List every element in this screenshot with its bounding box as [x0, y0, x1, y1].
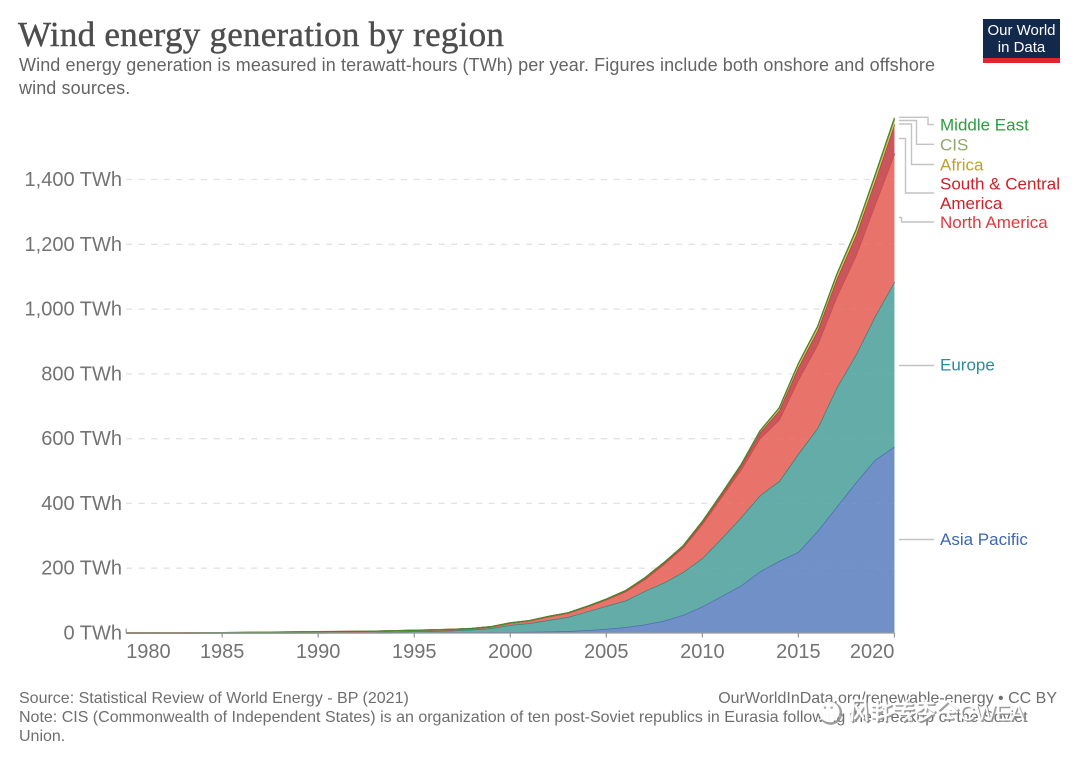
- svg-text:South & Central: South & Central: [940, 175, 1060, 194]
- svg-text:600 TWh: 600 TWh: [41, 428, 122, 450]
- svg-text:2010: 2010: [680, 641, 725, 663]
- svg-text:1985: 1985: [200, 641, 245, 663]
- svg-text:Europe: Europe: [940, 356, 995, 375]
- svg-text:200 TWh: 200 TWh: [41, 558, 122, 580]
- svg-text:1,000 TWh: 1,000 TWh: [25, 299, 122, 321]
- svg-text:North America: North America: [940, 213, 1048, 232]
- svg-text:0 TWh: 0 TWh: [63, 623, 122, 645]
- svg-text:Middle East: Middle East: [940, 116, 1029, 135]
- svg-text:Asia Pacific: Asia Pacific: [940, 530, 1028, 549]
- svg-text:America: America: [940, 194, 1003, 213]
- svg-text:2020: 2020: [850, 641, 895, 663]
- svg-text:1995: 1995: [392, 641, 437, 663]
- svg-text:2015: 2015: [776, 641, 821, 663]
- svg-text:1,400 TWh: 1,400 TWh: [25, 169, 122, 191]
- svg-text:1,200 TWh: 1,200 TWh: [25, 234, 122, 256]
- svg-text:CWEA: CWEA: [961, 702, 1027, 727]
- svg-text:Africa: Africa: [940, 156, 984, 175]
- svg-text:800 TWh: 800 TWh: [41, 363, 122, 385]
- svg-text:1980: 1980: [126, 641, 171, 663]
- svg-text:2000: 2000: [488, 641, 533, 663]
- svg-text:CIS: CIS: [940, 136, 968, 155]
- svg-text:2005: 2005: [584, 641, 629, 663]
- svg-text:CWEA: CWEA: [959, 700, 1025, 725]
- svg-text:400 TWh: 400 TWh: [41, 493, 122, 515]
- svg-text:1990: 1990: [296, 641, 341, 663]
